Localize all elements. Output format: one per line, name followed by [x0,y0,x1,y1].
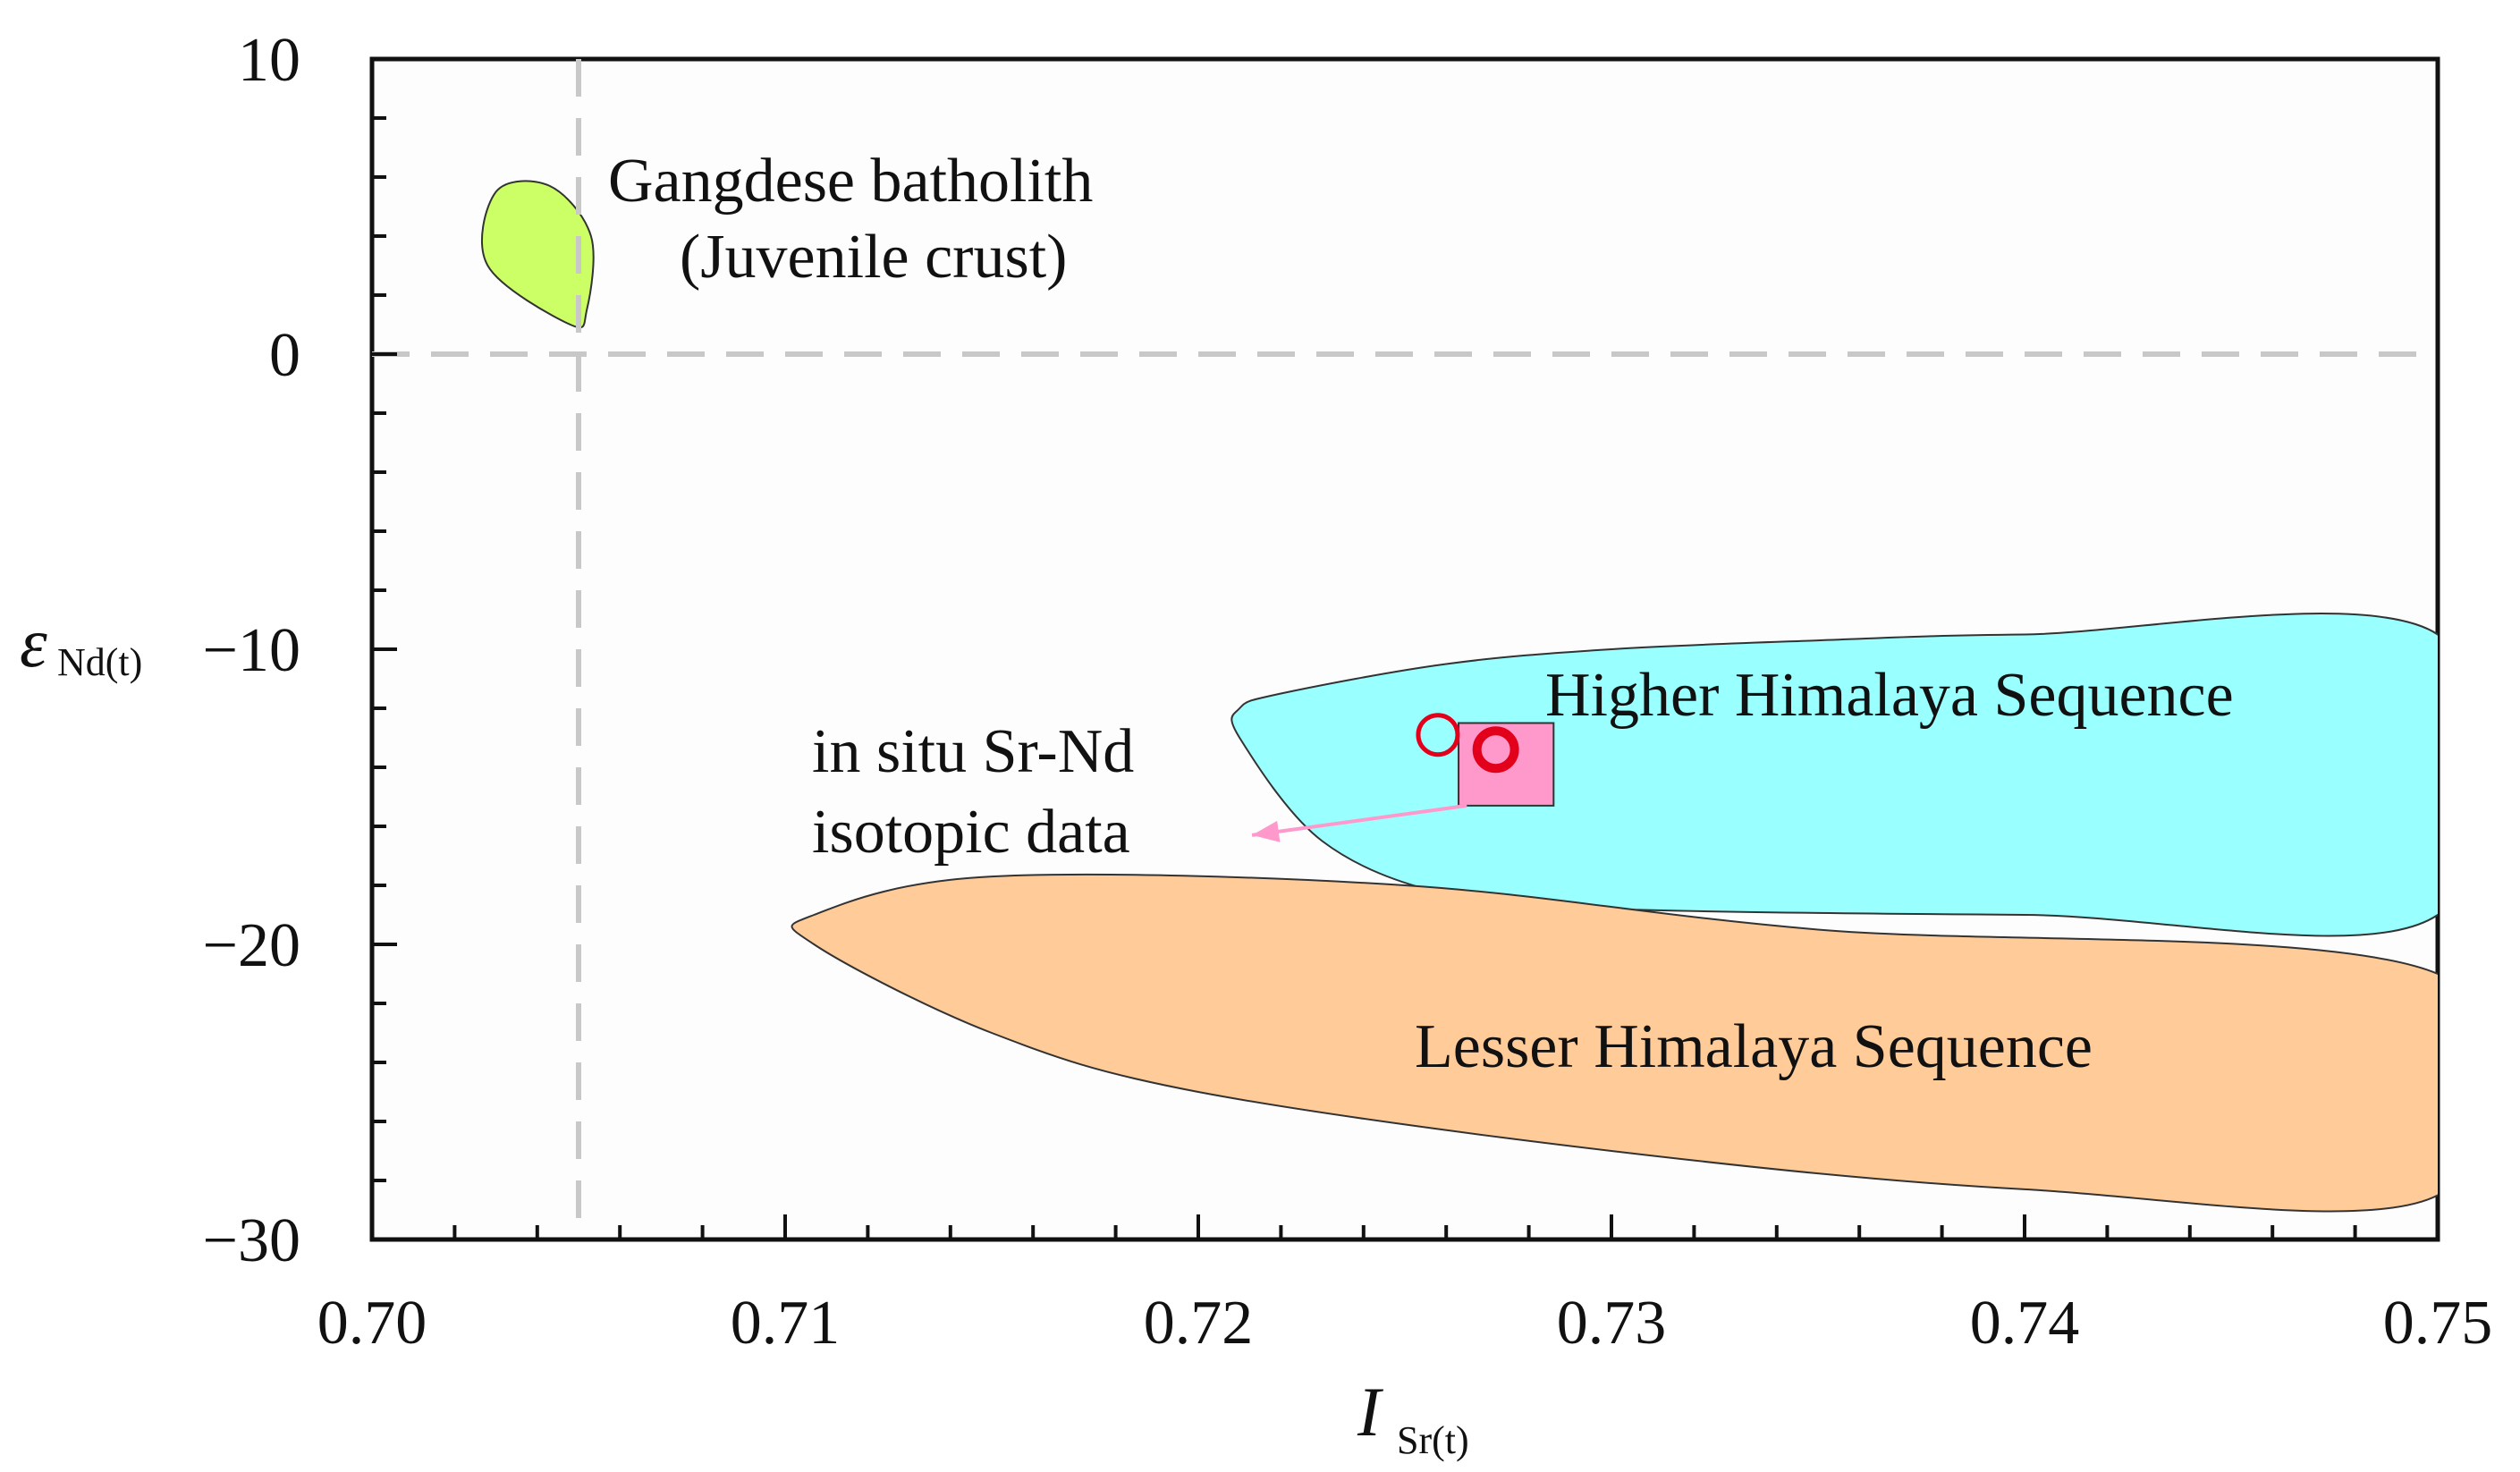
lesser-himalaya-label: Lesser Himalaya Sequence [1415,1012,2093,1081]
annotation-arrow-line [1251,803,1467,837]
data-point-2 [1472,726,1519,774]
x-tick-label: 0.75 [2383,1289,2493,1358]
regions-layer [481,180,2438,1213]
y-tick-label: 0 [269,321,300,390]
x-tick-label: 0.70 [317,1289,427,1358]
x-axis-title: I Sr(t) [1357,1373,1469,1462]
region-gangdese-batholith [481,180,595,329]
higher-himalaya-label: Higher Himalaya Sequence [1545,661,2234,730]
y-axis-title-main: ε [20,604,47,681]
gangdese-label: Gangdese batholith [608,147,1093,216]
x-axis-title-sub: Sr(t) [1397,1418,1469,1462]
x-tick-label: 0.71 [731,1289,841,1358]
annotation-layer [1251,803,1467,842]
region-lesser-himalaya-sequence [791,873,2438,1213]
axis-ticks [370,57,2440,1241]
axis-tick-labels: 0.70 0.71 0.72 0.73 0.74 0.75 10 0 −10 −20 −30 [203,26,2493,1358]
annotation-arrow-head [1252,820,1281,842]
annotation-line-1: in situ Sr-Nd [812,717,1134,786]
annotation-line-2: isotopic data [812,798,1130,867]
y-axis-title-sub: Nd(t) [57,640,142,684]
x-tick-label: 0.72 [1144,1289,1254,1358]
x-tick-label: 0.73 [1557,1289,1667,1358]
y-tick-label: −20 [203,911,300,980]
y-axis-title: ε Nd(t) [20,604,142,684]
y-tick-label: −10 [203,616,300,685]
gangdese-sublabel: (Juvenile crust) [680,223,1067,292]
x-tick-label: 0.74 [1970,1289,2080,1358]
x-axis-title-main: I [1357,1373,1384,1451]
data-point-1 [1416,713,1460,757]
points-layer [1416,713,1519,774]
y-tick-label: −30 [203,1206,300,1275]
y-tick-label: 10 [238,26,300,95]
reference-lines [372,59,2438,1239]
